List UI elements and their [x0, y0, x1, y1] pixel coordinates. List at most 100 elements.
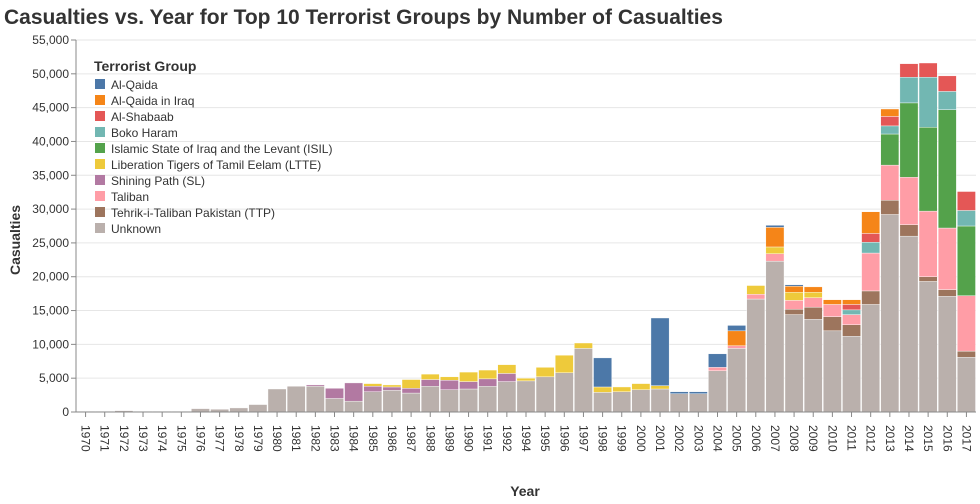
bar-segment: [708, 367, 727, 371]
bar-segment: [689, 393, 708, 413]
bar-segment: [478, 378, 497, 387]
bar-segment: [612, 391, 632, 413]
legend-swatch: [95, 127, 105, 137]
x-tick-label: 2000: [634, 425, 648, 452]
bar-segment: [631, 383, 651, 390]
bar-segment: [669, 393, 689, 413]
x-tick-label: 1984: [347, 425, 361, 452]
bar-segment: [440, 380, 459, 390]
bar-segment: [861, 233, 880, 243]
bar-segment: [842, 314, 861, 325]
legend-label: Boko Haram: [111, 126, 178, 140]
x-tick-label: 1998: [596, 425, 610, 452]
bar-segment: [574, 342, 593, 349]
bar-segment: [612, 386, 632, 392]
bar-segment: [555, 372, 574, 413]
legend: Terrorist Group Al-Qaida Al-Qaida in Iraq…: [94, 58, 332, 236]
x-tick-label: 2011: [845, 425, 859, 451]
bar-segment: [497, 381, 517, 413]
bar-segment: [765, 246, 785, 254]
bar-segment: [459, 371, 478, 382]
bar-segment: [516, 377, 536, 382]
bar-segment: [765, 260, 785, 413]
x-tick-label: 1983: [328, 425, 342, 452]
y-tick-label: 25,000: [32, 236, 69, 250]
x-tick-label: 1982: [308, 425, 322, 452]
bar-segment: [689, 391, 708, 394]
bar-segment: [459, 381, 478, 390]
bar-segment: [286, 386, 306, 413]
legend-swatch: [95, 79, 105, 89]
bar-segment: [593, 386, 612, 393]
y-axis-title: Casualties: [7, 205, 23, 275]
bar-segment: [593, 357, 612, 388]
legend-swatch: [95, 175, 105, 185]
bar-segment: [708, 353, 727, 368]
y-tick-label: 35,000: [32, 168, 69, 182]
bar-segment: [765, 227, 785, 248]
x-axis-title: Year: [510, 483, 540, 499]
bar-segment: [478, 369, 497, 380]
bar-segment: [880, 125, 900, 135]
bar-segment: [229, 407, 249, 413]
bar-segment: [325, 398, 344, 413]
x-tick-label: 1973: [136, 425, 150, 452]
x-tick-label: 2016: [940, 425, 954, 452]
bar-segment: [842, 336, 861, 413]
bar-segment: [861, 290, 880, 305]
bar-segment: [803, 286, 823, 293]
x-tick-label: 1977: [213, 425, 227, 452]
x-tick-label: 1994: [519, 425, 533, 452]
bar-segment: [823, 316, 842, 332]
bar-segment: [535, 367, 555, 378]
x-tick-label: 2017: [959, 425, 973, 452]
bar-segment: [957, 191, 976, 211]
bar-segment: [727, 330, 746, 346]
legend-label: Shining Path (SL): [111, 174, 205, 188]
bar-segment: [382, 390, 402, 413]
x-tick-label: 1988: [423, 425, 437, 452]
legend-label: Islamic State of Iraq and the Levant (IS…: [111, 142, 332, 156]
bar-segment: [440, 389, 459, 413]
bar-segment: [842, 304, 861, 311]
bar-segment: [842, 309, 861, 315]
bar-segment: [918, 276, 938, 282]
bar-segment: [957, 357, 976, 413]
bar-segment: [861, 211, 880, 234]
bar-segment: [306, 386, 325, 413]
bar-segment: [497, 373, 517, 382]
bar-segment: [440, 376, 459, 381]
bar-segment: [861, 242, 880, 254]
legend-label: Al-Shabaab: [111, 110, 174, 124]
y-tick-label: 30,000: [32, 202, 69, 216]
y-tick-label: 15,000: [32, 304, 69, 318]
bar-segment: [823, 330, 842, 413]
bar-segment: [344, 400, 363, 413]
legend-label: Unknown: [111, 222, 161, 236]
bar-segment: [937, 109, 957, 229]
bar-segment: [803, 297, 823, 308]
y-tick-label: 55,000: [32, 33, 69, 47]
x-tick-label: 1986: [385, 425, 399, 452]
bar-segment: [937, 227, 957, 290]
legend-swatch: [95, 191, 105, 201]
bar-segment: [842, 299, 861, 305]
bar-segment: [267, 388, 287, 413]
bar-segment: [746, 294, 766, 300]
legend-swatch: [95, 111, 105, 121]
bar-segment: [784, 286, 804, 293]
bar-segment: [803, 319, 823, 413]
bar-segment: [363, 383, 383, 387]
bar-segment: [248, 404, 268, 413]
bar-segment: [401, 379, 421, 389]
x-tick-label: 2013: [883, 425, 897, 452]
x-tick-label: 2010: [825, 425, 839, 452]
bar-segment: [765, 253, 785, 262]
bar-segment: [880, 164, 900, 201]
x-tick-label: 1978: [232, 425, 246, 452]
legend-title: Terrorist Group: [94, 58, 196, 74]
bar-segment: [784, 300, 804, 310]
legend-label: Taliban: [111, 190, 149, 204]
bar-segment: [344, 382, 363, 402]
